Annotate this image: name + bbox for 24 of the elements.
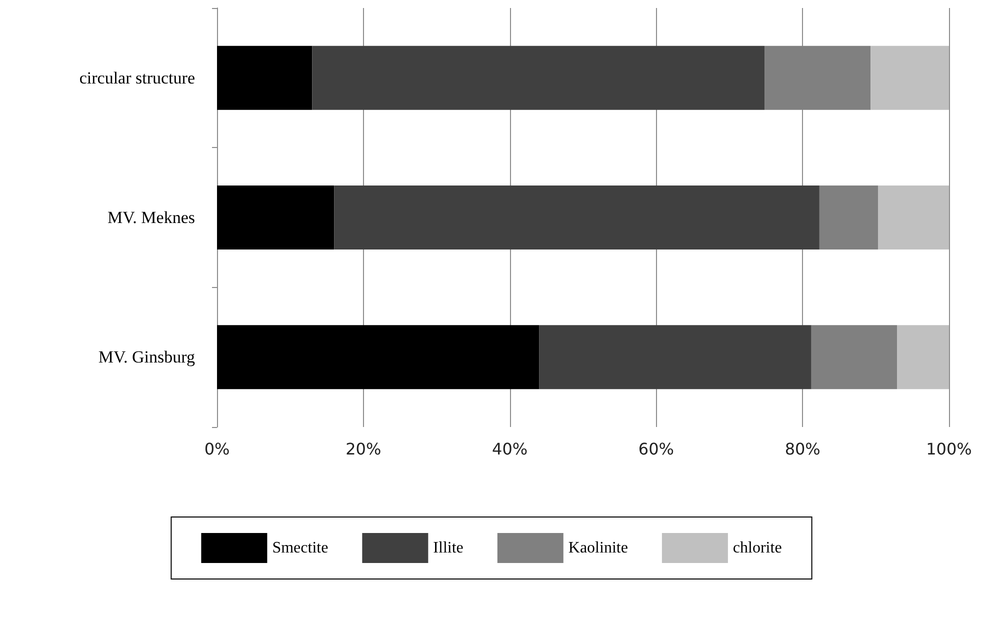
x-tick-label: 20% (346, 440, 382, 458)
bar (870, 46, 949, 110)
x-tick-label: 40% (492, 440, 528, 458)
x-tick-label: 60% (638, 440, 674, 458)
bar (897, 325, 949, 390)
bar (217, 186, 334, 250)
y-tick-label: circular structure (79, 68, 195, 88)
x-tick-label: 0% (204, 440, 230, 458)
bar (539, 325, 812, 390)
bar (334, 186, 820, 250)
bar (811, 325, 898, 390)
bar (217, 325, 540, 390)
legend-label: Kaolinite (568, 540, 628, 556)
bar (878, 186, 949, 250)
y-tick-label: MV. Meknes (107, 208, 195, 227)
legend-label: chlorite (732, 540, 782, 556)
y-tick-label: MV. Ginsburg (98, 348, 196, 367)
legend-label: Smectite (272, 540, 328, 556)
x-tick-label: 80% (784, 440, 820, 458)
x-tick-label: 100% (926, 440, 972, 458)
legend-label: Illite (433, 540, 464, 556)
bar (312, 46, 765, 110)
bar (217, 46, 312, 110)
bar (819, 186, 878, 250)
